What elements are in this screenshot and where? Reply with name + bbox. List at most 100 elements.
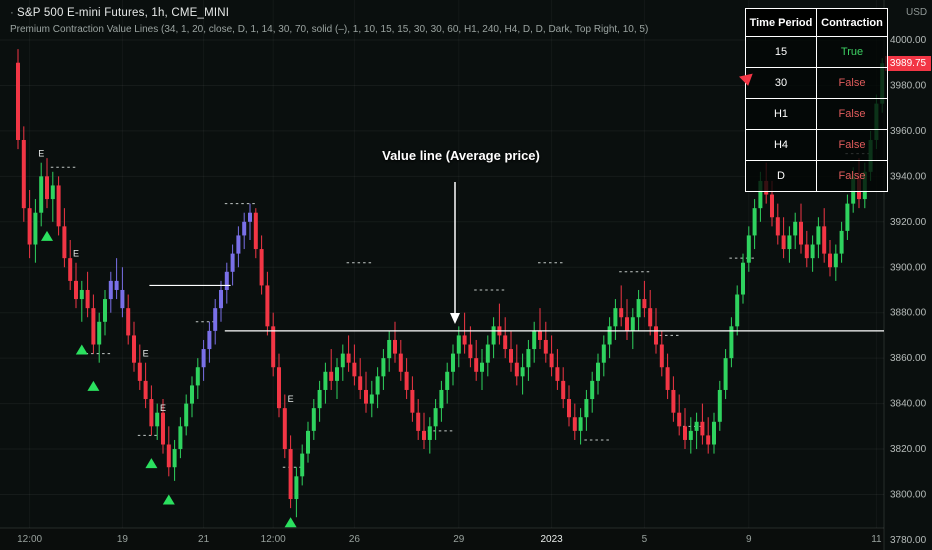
candle-body [294, 476, 299, 500]
candle [166, 426, 171, 477]
candle [543, 321, 548, 363]
time-tick-label: 12:00 [17, 534, 42, 545]
candle [375, 367, 380, 409]
candle-body [27, 208, 32, 245]
candle-body [114, 280, 119, 290]
candle [306, 421, 310, 463]
candle-body [311, 408, 316, 431]
candle [393, 321, 397, 363]
candle-body [480, 362, 484, 372]
candle [352, 344, 357, 386]
candle [149, 385, 154, 436]
period-cell: H1 [745, 98, 817, 130]
candle [62, 208, 67, 268]
candle-body [549, 353, 554, 368]
table-row: H4 False [745, 129, 888, 161]
candle-body [636, 299, 641, 318]
candle-body [265, 285, 270, 327]
candle-body [723, 358, 728, 390]
candle [369, 380, 374, 418]
candle-body [369, 394, 374, 404]
candle [161, 399, 165, 454]
time-tick-label: 29 [453, 534, 465, 545]
candle [636, 289, 641, 331]
candle [526, 339, 531, 381]
time-tick-label: 5 [642, 534, 648, 545]
price-tick-label: 3960.00 [890, 126, 927, 137]
period-label: H4 [773, 139, 789, 151]
e-label: E [38, 149, 44, 159]
candle-body [532, 330, 537, 350]
candle-body [248, 212, 252, 222]
candle-body [642, 299, 647, 309]
candle [288, 435, 293, 509]
candle [572, 403, 577, 440]
candle [671, 376, 676, 422]
candle [265, 271, 270, 336]
candle [207, 321, 212, 363]
price-axis[interactable]: 4000.00 3980.00 3960.00 3940.00 3920.00 3900.… [890, 35, 927, 546]
candle [33, 199, 38, 263]
candle [277, 353, 281, 418]
candle-body [810, 244, 815, 259]
candle-body [253, 212, 258, 250]
candle [259, 235, 264, 295]
candle-body [491, 326, 496, 345]
candle [503, 317, 508, 359]
period-label: 15 [774, 46, 788, 58]
up-triangle-marker-icon [41, 230, 53, 241]
contraction-cell: False [816, 129, 888, 161]
candle-body [538, 330, 542, 340]
candle [625, 299, 629, 340]
up-triangle-marker-icon [145, 458, 158, 469]
candle-body [619, 308, 624, 318]
time-axis[interactable]: 12:00 19 21 12:00 26 29 2023 5 9 11 [17, 534, 882, 545]
signal-markers [41, 230, 297, 528]
candle [311, 399, 316, 440]
candle-body [427, 426, 432, 440]
contraction-cell: False [816, 160, 888, 192]
candle [822, 208, 827, 263]
time-tick-label: 12:00 [261, 534, 286, 545]
candle-body [694, 421, 699, 431]
candle [613, 299, 618, 340]
candle-body [555, 367, 560, 381]
candle [108, 271, 113, 313]
candle-body [572, 417, 577, 431]
candle-body [323, 371, 328, 390]
candle [561, 367, 566, 409]
candle-body [665, 367, 670, 390]
candle [810, 235, 815, 272]
candle-body [398, 353, 403, 372]
price-tick-label: 3780.00 [890, 535, 927, 546]
contraction-table: Time Period Contraction 15 True 30 False… [739, 8, 888, 192]
candle [294, 467, 299, 518]
candle [27, 189, 32, 259]
candle [735, 285, 740, 336]
candle-body [62, 226, 67, 259]
candle [248, 203, 252, 240]
candle-body [103, 299, 107, 322]
time-tick-label: 26 [349, 534, 361, 545]
up-triangle-marker-icon [162, 494, 175, 505]
candle [793, 212, 798, 250]
candle-body [648, 308, 653, 327]
candle-body [224, 271, 229, 290]
candle-body [503, 335, 508, 350]
candle-body [607, 326, 612, 345]
time-tick-label: 19 [117, 534, 129, 545]
candle-body [509, 349, 513, 363]
candle [752, 199, 757, 250]
value-line-annotation: Value line (Average price) [382, 148, 540, 163]
candle-body [126, 308, 131, 336]
candle-body [184, 403, 189, 427]
candle-body [822, 226, 827, 254]
candle [381, 349, 386, 390]
candle-body [410, 389, 415, 413]
candle [642, 280, 647, 318]
time-tick-label: 2023 [540, 534, 563, 545]
candle [567, 385, 571, 427]
candle-body [85, 289, 90, 309]
candle-body [50, 185, 55, 200]
candle [103, 289, 107, 336]
